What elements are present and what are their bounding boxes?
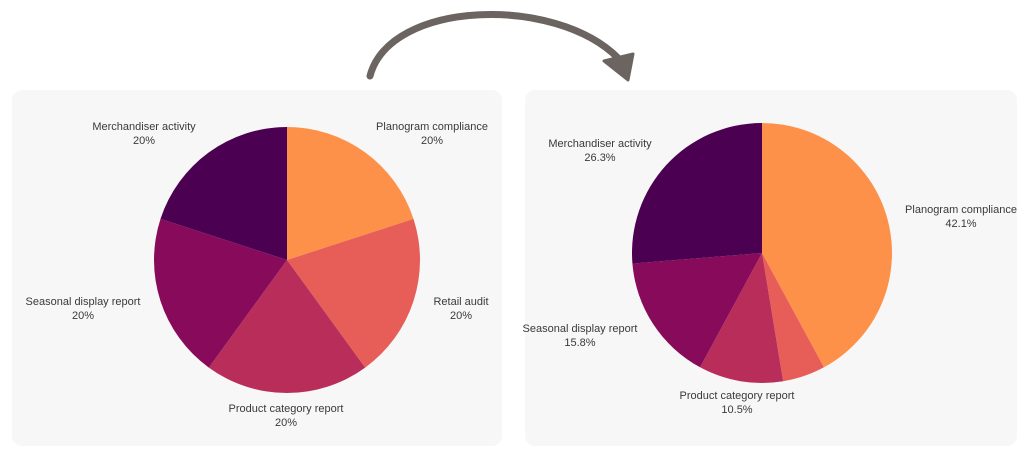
slice-label: Merchandiser activity bbox=[92, 121, 196, 133]
left-label-planogram-compliance: Planogram compliance 20% bbox=[376, 120, 488, 148]
pie-slice-product-category-report bbox=[700, 253, 784, 383]
left-label-retail-audit: Retail audit 20% bbox=[433, 295, 488, 323]
slice-label: Product category report bbox=[679, 390, 795, 402]
pie-slice-product-category-report bbox=[208, 260, 366, 394]
pie-chart-before bbox=[154, 127, 420, 394]
slice-label: Seasonal display report bbox=[25, 296, 141, 308]
pie-slice-seasonal-display-report bbox=[154, 218, 287, 368]
pie-slice-planogram-compliance bbox=[287, 127, 414, 260]
pie-slice-merchandiser-activity bbox=[160, 127, 287, 260]
right-label-product-category-report: Product category report 10.5% bbox=[680, 389, 795, 417]
slice-percent: 42.1% bbox=[945, 218, 977, 230]
slice-label: Merchandiser activity bbox=[548, 138, 652, 150]
slice-percent: 20% bbox=[132, 135, 156, 147]
transition-arrow-icon bbox=[366, 11, 635, 82]
right-label-merchandiser-activity: Merchandiser activity 26.3% bbox=[548, 137, 651, 165]
left-label-seasonal-display-report: Seasonal display report 20% bbox=[26, 295, 141, 323]
slice-label: Product category report bbox=[228, 403, 344, 415]
slice-percent: 20% bbox=[71, 310, 95, 322]
pie-slice-planogram-compliance bbox=[762, 123, 893, 368]
slice-percent: 10.5% bbox=[721, 404, 753, 416]
slice-percent: 20% bbox=[420, 135, 444, 147]
right-label-seasonal-display-report: Seasonal display report 15.8% bbox=[523, 322, 638, 350]
slice-percent: 26.3% bbox=[584, 152, 616, 164]
slice-label: Planogram compliance bbox=[376, 121, 488, 133]
slice-label: Retail audit bbox=[433, 296, 489, 308]
right-label-planogram-compliance: Planogram compliance 42.1% bbox=[905, 203, 1017, 231]
slice-label: Planogram compliance bbox=[905, 204, 1017, 216]
pie-chart-after bbox=[631, 123, 893, 383]
pie-slice-seasonal-display-report bbox=[632, 253, 762, 368]
slice-percent: 20% bbox=[449, 310, 473, 322]
slice-percent: 15.8% bbox=[564, 337, 596, 349]
pie-slice-retail-audit bbox=[287, 218, 420, 368]
slice-percent: 20% bbox=[274, 417, 298, 429]
pie-slice-retail-audit bbox=[762, 253, 824, 382]
left-label-merchandiser-activity: Merchandiser activity 20% bbox=[92, 120, 195, 148]
slice-label: Seasonal display report bbox=[522, 323, 638, 335]
pie-slice-merchandiser-activity bbox=[631, 123, 762, 264]
left-label-product-category-report: Product category report 20% bbox=[229, 402, 344, 430]
